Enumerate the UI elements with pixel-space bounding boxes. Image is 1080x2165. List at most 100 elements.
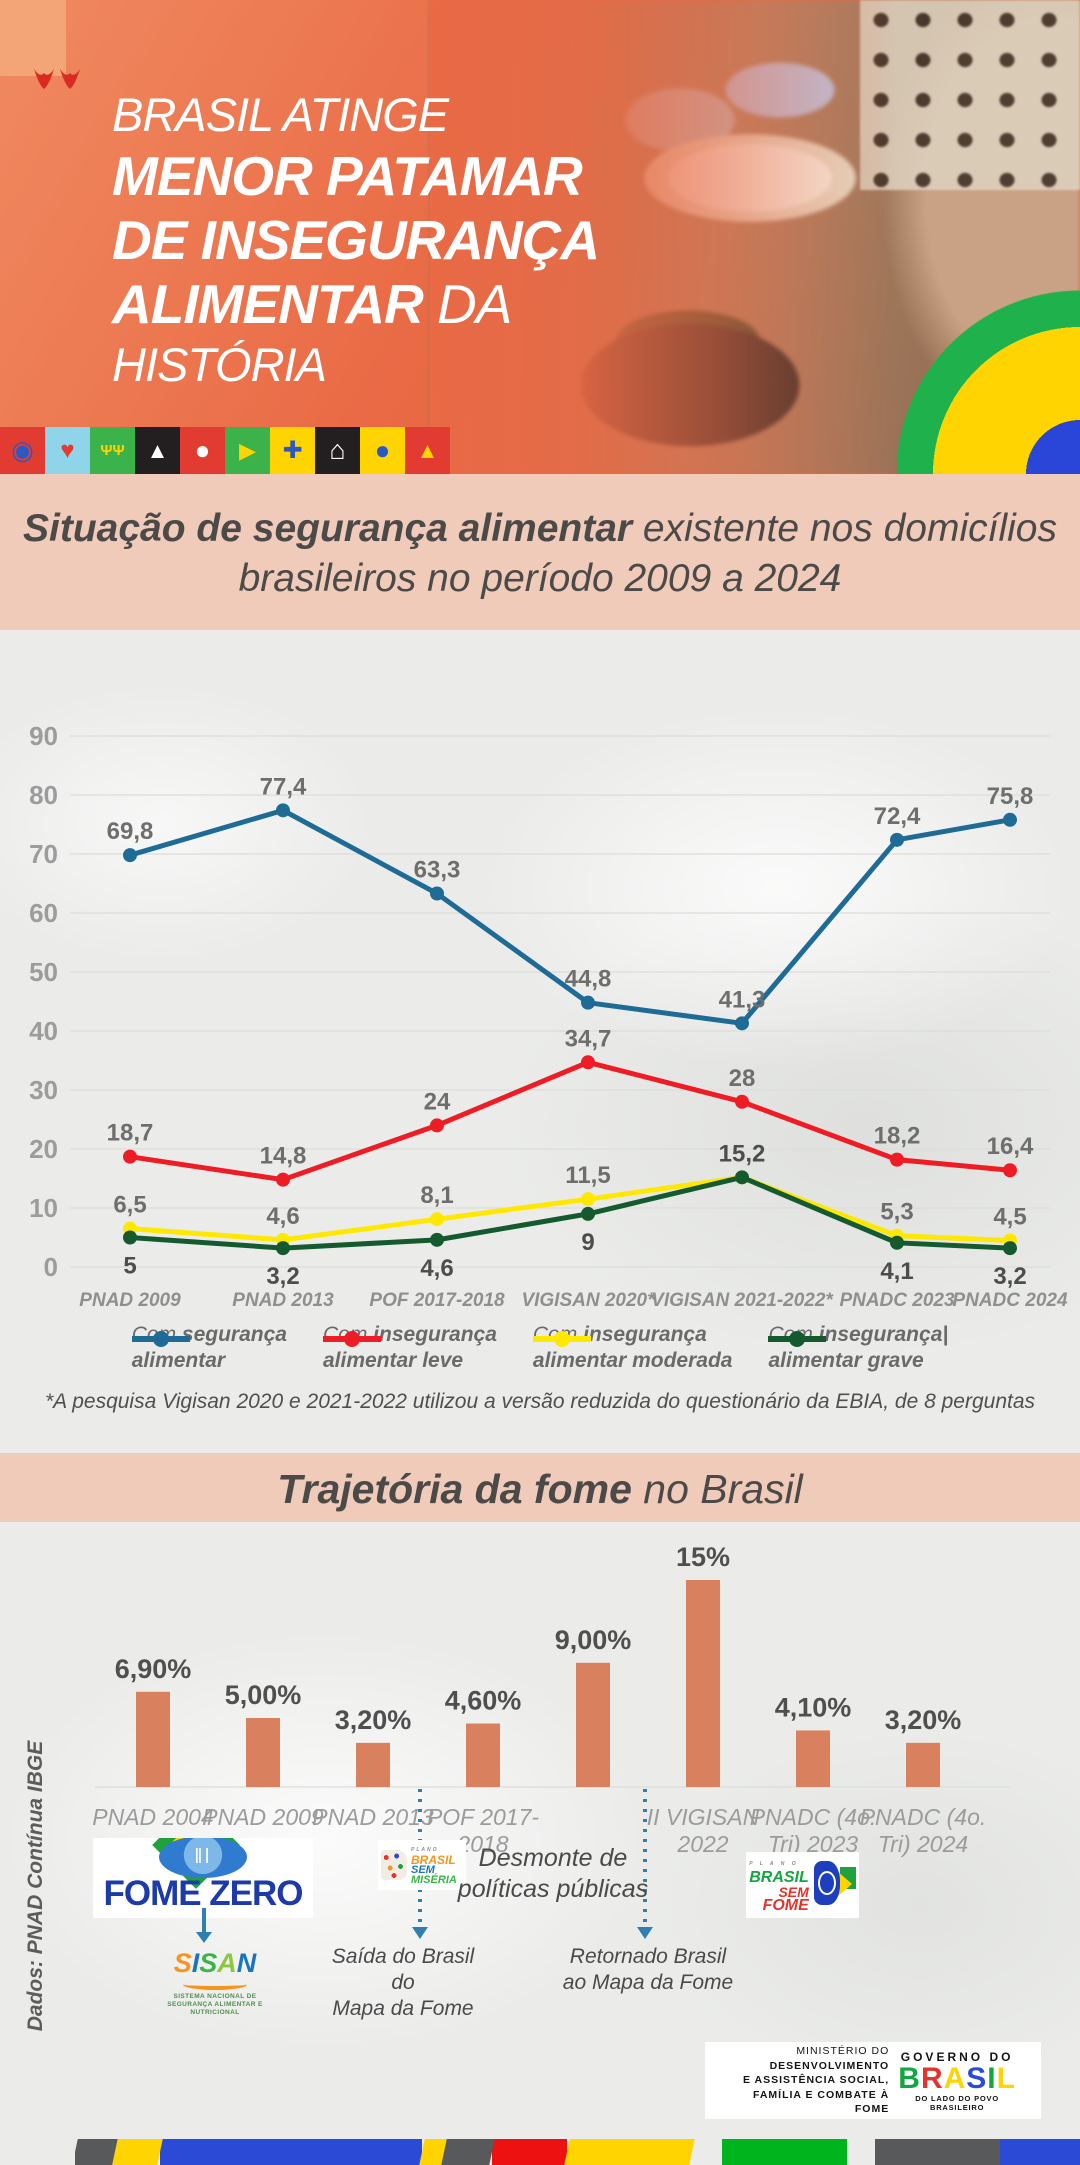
strip-segment [722,2139,847,2165]
header: BRASIL ATINGE MENOR PATAMAR DE INSEGURANÇA… [0,0,1080,474]
arrow-head-icon [412,1927,428,1939]
bar-value-label: 15% [676,1542,730,1572]
data-label: 4,6 [266,1203,299,1230]
strip-segment [875,2139,1000,2165]
bar-category-label: II VIGISAN [647,1804,760,1830]
bar-value-label: 4,60% [445,1686,522,1716]
svg-text:80: 80 [29,780,58,810]
strip-segment [441,2139,495,2165]
tulip-icon: ♥ [60,436,75,464]
data-label: 4,5 [993,1203,1026,1230]
data-label: 34,7 [565,1025,612,1052]
bar [466,1723,500,1787]
bar-value-label: 6,90% [115,1654,192,1684]
decorative-bottom-strip [75,2139,1080,2165]
data-label: 16,4 [987,1133,1034,1160]
decorative-tile: ▲ [135,427,180,474]
brasil-wordmark: BRASIL [898,2061,1016,2095]
data-point [581,1206,595,1221]
data-point [735,1016,749,1031]
decorative-tile: ⌂ [315,427,360,474]
legend-item: Com insegurança| alimentar grave [768,1322,948,1374]
bar [796,1730,830,1787]
bar-value-label: 5,00% [225,1680,302,1710]
data-label: 5,3 [880,1199,913,1226]
strip-segment [1000,2139,1080,2165]
legend-label: Com insegurança alimentar leve [322,1323,497,1372]
legend-item: Com insegurança alimentar moderada [532,1322,732,1374]
strip-segment [75,2139,118,2165]
decorative-tile: ΨΨ [90,427,135,474]
chart-footnote: *A pesquisa Vigisan 2020 e 2021-2022 uti… [44,1390,1036,1413]
data-label: 75,8 [987,783,1034,810]
title-line: ALIMENTAR DA [112,273,512,335]
bar-category-label: POF 2017- [427,1804,539,1830]
data-label: 3,2 [993,1263,1026,1290]
data-point [430,886,444,901]
strip-segment [847,2139,875,2165]
legend-item: Com segurança alimentar [131,1322,287,1374]
annotation-retorno-mapa-fome: Retornado Brasil ao Mapa da Fome [562,1945,734,1994]
decorative-tile: ◉ [0,427,45,474]
data-label: 44,8 [565,966,612,993]
svg-text:0: 0 [44,1252,58,1282]
section-title-hunger-trajectory: Trajetória da fome no Brasil [277,1466,803,1512]
data-label: 9 [581,1229,594,1256]
data-label: 77,4 [260,773,307,800]
legend-marker-icon [768,1331,827,1347]
x-axis-label: PNADC 2023 [839,1290,955,1311]
decorative-tile: ● [360,427,405,474]
data-point [123,848,137,863]
data-label: 5 [123,1253,136,1280]
legend-marker-icon [322,1331,381,1347]
bar [356,1742,390,1787]
legend-marker-icon [131,1331,190,1347]
data-point [890,1235,904,1250]
brasil-sem-fome-logo: P L A N O BRASIL SEM FOME [746,1852,859,1918]
eye-icon: ◉ [11,435,34,465]
x-axis-label: POF 2017-2018 [369,1290,505,1311]
decorative-tile: ▶ [225,427,270,474]
data-point [581,1055,595,1070]
wheat-icon: ΨΨ [100,442,125,459]
data-point [430,1212,444,1227]
data-point [735,1170,749,1185]
svg-text:70: 70 [29,839,58,869]
data-label: 6,5 [113,1192,146,1219]
data-label: 14,8 [260,1143,307,1170]
data-point [123,1230,137,1245]
data-label: 69,8 [107,818,154,845]
x-axis-label: PNADC 2024 [952,1290,1068,1311]
data-label: 24 [424,1088,451,1115]
title-line: BRASIL ATINGE [112,88,449,141]
mountains-icon: ▲ [146,437,169,463]
bar-chart: 6,90% PNAD 2004 5,00% PNAD 2009 3,20% PNAD 20… [92,1542,1010,1939]
circles-icon: ● [374,435,391,465]
strip-segment [692,2139,722,2165]
brazil-map-icon [381,1850,407,1880]
data-point [890,832,904,847]
data-label: 4,6 [420,1255,453,1282]
data-label: 41,3 [719,986,766,1013]
data-label: 28 [729,1065,756,1092]
arrow-head-icon [637,1927,653,1939]
bar-category-label: PNADC (4o. [750,1804,877,1830]
data-label: 4,1 [880,1258,913,1285]
strip-segment [112,2139,163,2165]
data-point [276,1241,290,1256]
title-line: MENOR PATAMAR [112,145,583,207]
bar [576,1662,610,1787]
header-logo [0,0,80,89]
svg-text:50: 50 [29,957,58,987]
fome-zero-logo: ǁǀ FOME ZERO [93,1838,313,1918]
plate-emblem-icon [813,1861,856,1909]
flag-quarter-circle-decoration [897,283,1080,474]
bar-category-label: PNAD 2004 [92,1804,213,1830]
data-point [1003,812,1017,827]
x-axis-label: VIGISAN 2020* [521,1290,656,1311]
legend-label: Com segurança alimentar [131,1323,287,1372]
footer: MINISTÉRIO DO DESENVOLVIMENTO E ASSISTÊNCI… [705,2042,1041,2119]
data-point [581,1192,595,1207]
line-chart: 0 10 20 30 40 50 60 70 80 90 69,8 77,4 63,3 44,8 41,3 7… [29,721,1068,1311]
